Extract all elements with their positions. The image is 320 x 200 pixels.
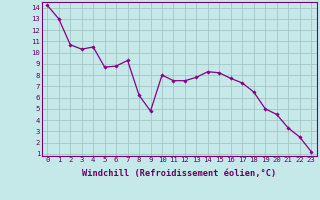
X-axis label: Windchill (Refroidissement éolien,°C): Windchill (Refroidissement éolien,°C) [82, 169, 276, 178]
